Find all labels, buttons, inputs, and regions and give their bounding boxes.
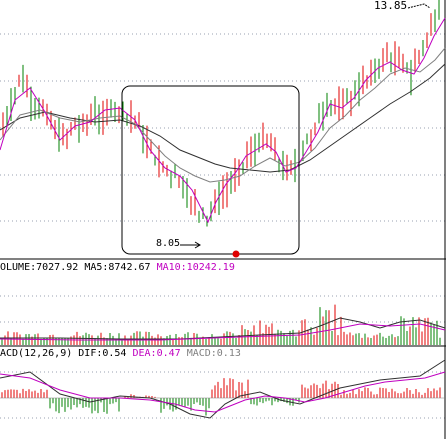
volume-ma10-value: MA10:10242.19 xyxy=(156,262,235,273)
macd-indicator-header: ACD(12,26,9) DIF:0.54 DEA:0.47 MACD:0.13 xyxy=(0,348,241,359)
macd-dea-value: DEA:0.47 xyxy=(132,348,181,359)
macd-grid xyxy=(0,371,446,419)
ma-line-short xyxy=(0,17,446,224)
volume-ma5-line xyxy=(0,317,446,340)
volume-indicator-header: OLUME:7027.92 MA5:8742.67 MA10:10242.19 xyxy=(0,262,235,273)
macd-dif-value: DIF:0.54 xyxy=(78,348,127,359)
macd-dea-line xyxy=(0,371,446,413)
macd-dif-line xyxy=(0,359,446,419)
low-price-arrowhead xyxy=(194,241,201,249)
macd-macd-value: MACD:0.13 xyxy=(186,348,241,359)
high-price-leader xyxy=(407,3,431,9)
highlight-box xyxy=(121,85,300,255)
volume-ma5-value: MA5:8742.67 xyxy=(84,262,151,273)
ma-line-long xyxy=(0,63,446,173)
event-marker xyxy=(232,250,240,258)
volume-grid xyxy=(0,295,446,323)
macd-title: ACD(12,26,9) xyxy=(0,348,73,359)
price-high-label: 13.85 xyxy=(374,0,408,12)
price-candles xyxy=(2,0,440,227)
volume-value: OLUME:7027.92 xyxy=(0,262,79,273)
price-low-label: 8.05 xyxy=(156,238,181,249)
volume-ma10-line xyxy=(0,323,446,341)
